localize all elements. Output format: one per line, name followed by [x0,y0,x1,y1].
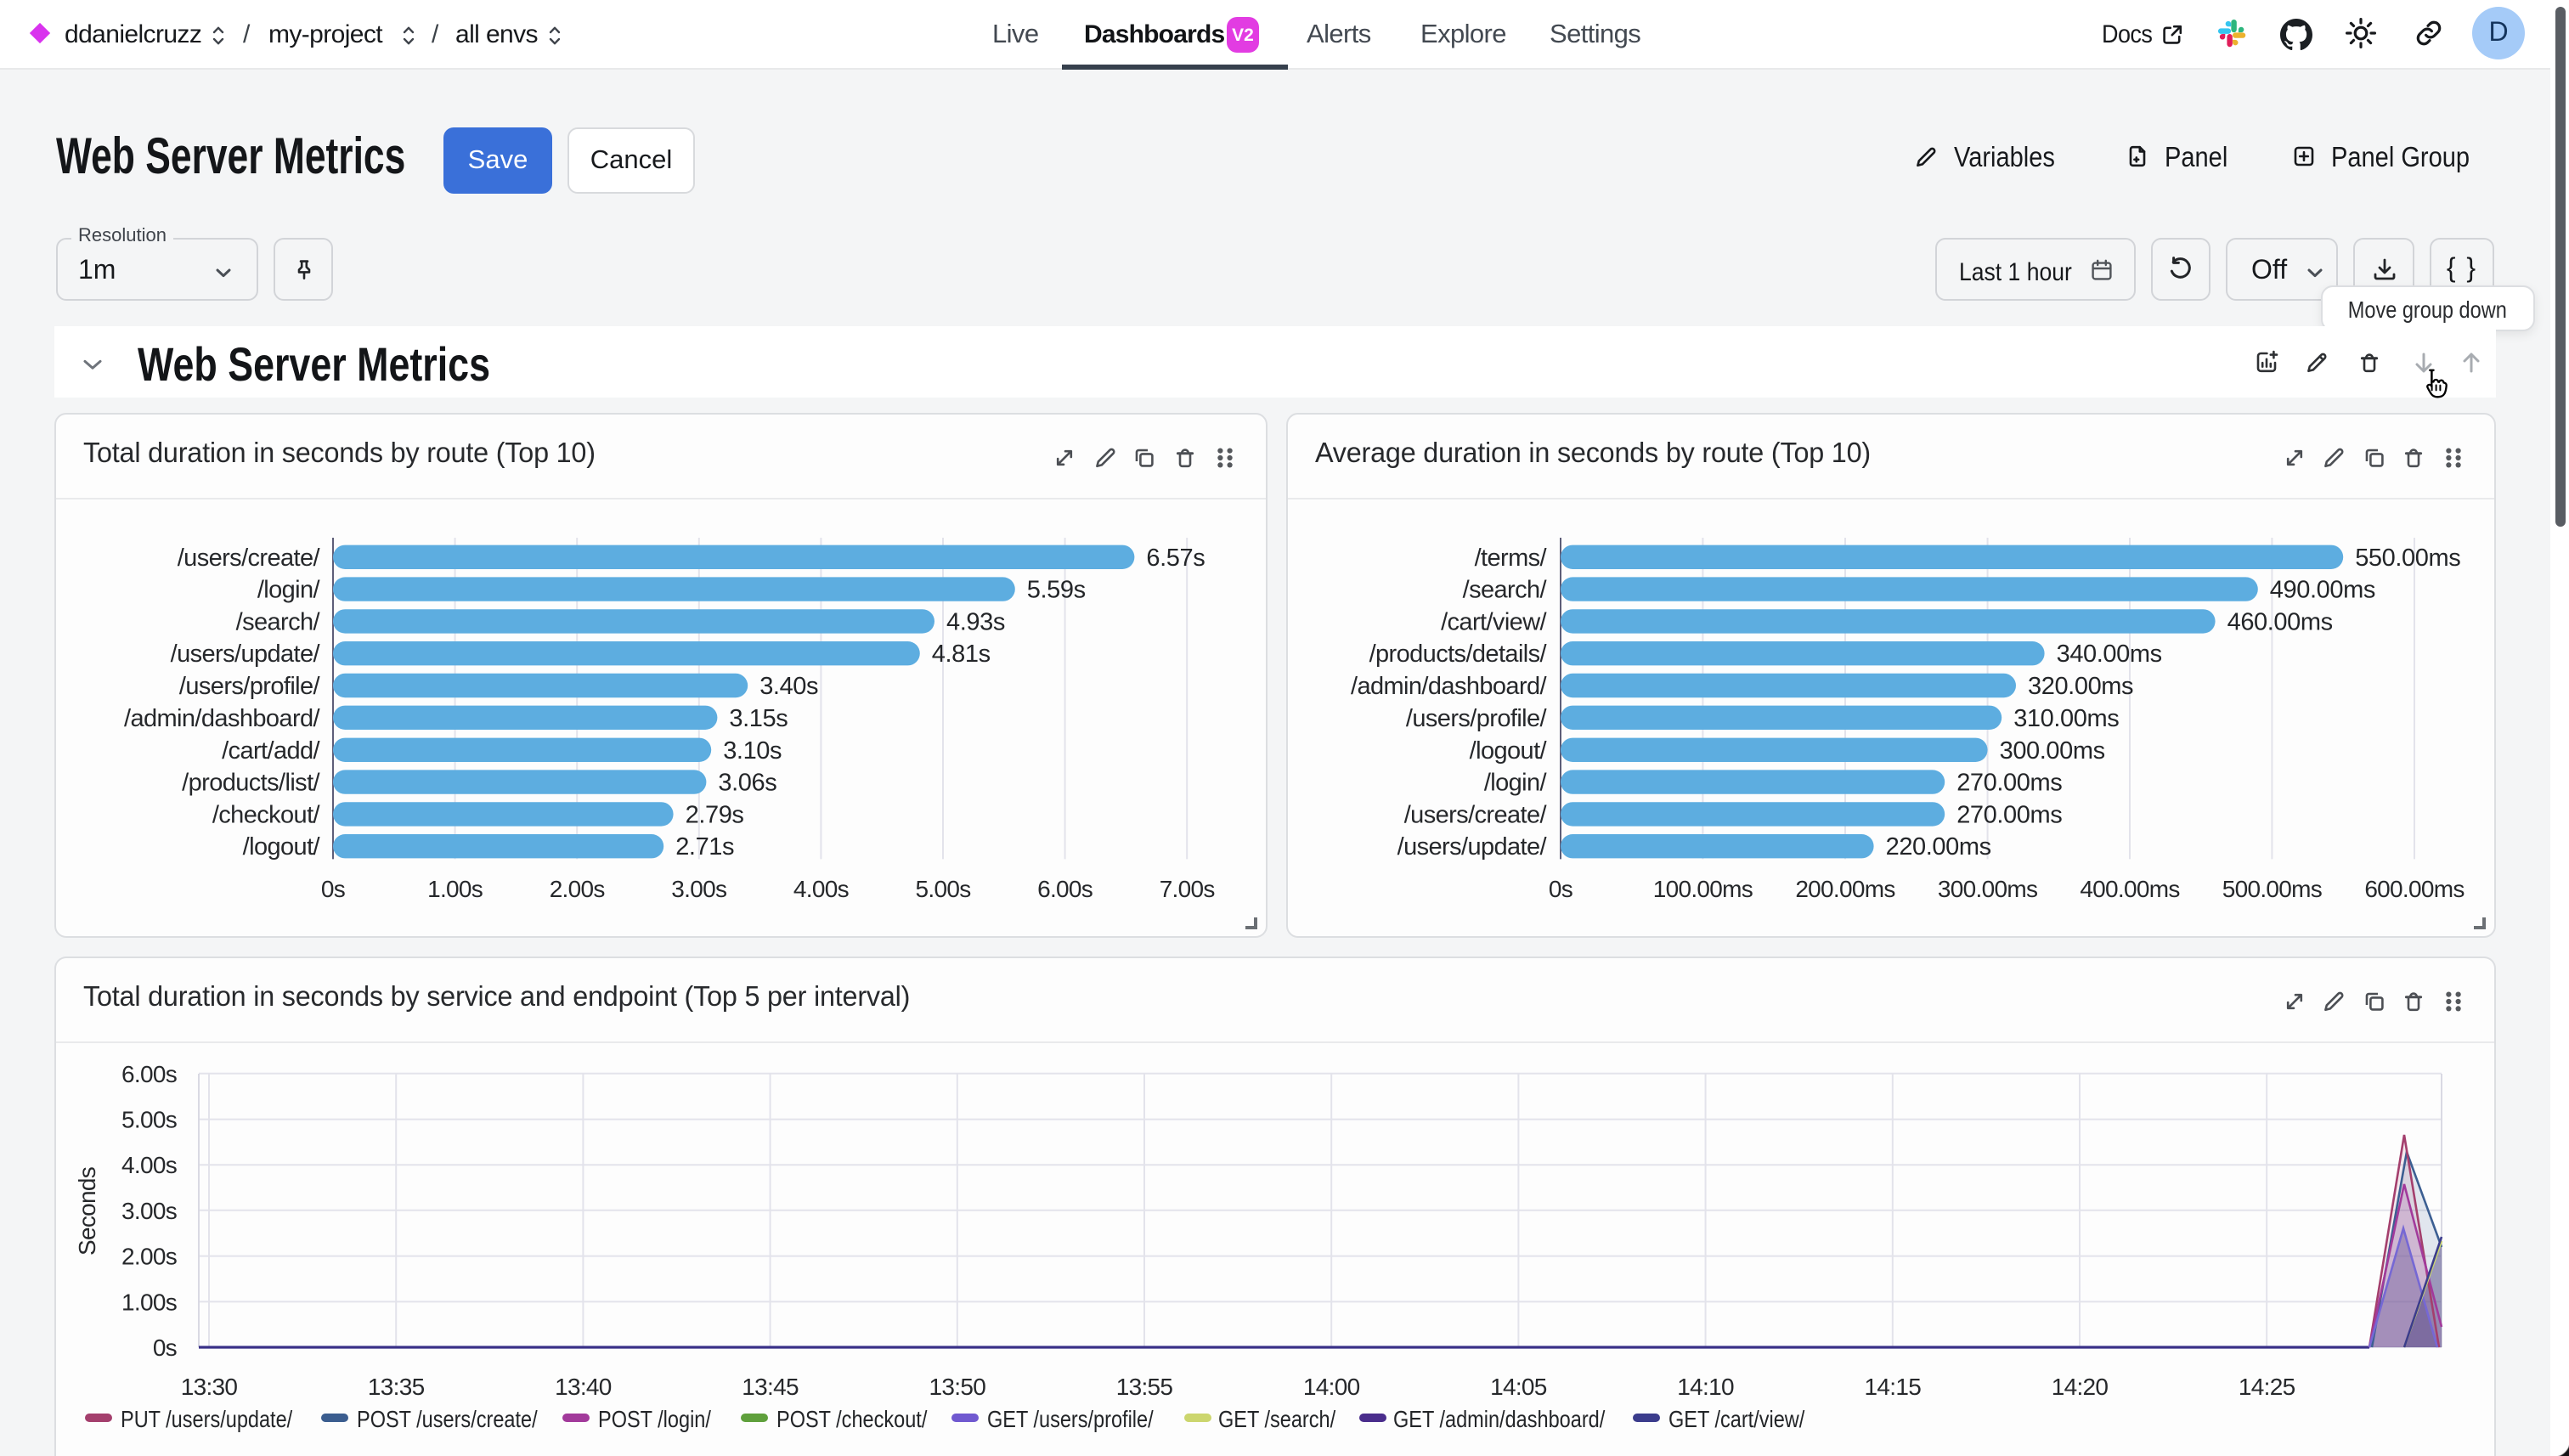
svg-text:/products/details/: /products/details/ [1369,641,1548,668]
svg-text:/logout/: /logout/ [1470,737,1548,765]
svg-text:220.00ms: 220.00ms [1886,833,1991,861]
svg-text:13:45: 13:45 [742,1374,799,1400]
svg-text:4.93s: 4.93s [946,608,1005,635]
svg-text:6.00s: 6.00s [121,1061,177,1087]
svg-text:300.00ms: 300.00ms [1938,876,2037,902]
svg-text:/logout/: /logout/ [243,833,321,861]
svg-text:200.00ms: 200.00ms [1795,876,1894,902]
svg-text:3.15s: 3.15s [729,705,788,732]
svg-text:/users/profile/: /users/profile/ [1406,705,1548,732]
svg-text:320.00ms: 320.00ms [2028,673,2133,700]
svg-text:/admin/dashboard/: /admin/dashboard/ [1351,673,1548,700]
svg-text:460.00ms: 460.00ms [2227,608,2333,635]
svg-text:2.71s: 2.71s [675,833,734,861]
svg-text:3.40s: 3.40s [759,673,818,700]
svg-text:14:25: 14:25 [2239,1374,2295,1400]
svg-text:300.00ms: 300.00ms [2000,737,2105,765]
svg-text:4.81s: 4.81s [932,641,991,668]
svg-text:6.00s: 6.00s [1037,876,1093,902]
svg-text:5.59s: 5.59s [1027,577,1086,604]
svg-text:310.00ms: 310.00ms [2013,705,2119,732]
svg-text:/users/update/: /users/update/ [171,641,321,668]
svg-text:/terms/: /terms/ [1475,545,1548,572]
svg-text:3.00s: 3.00s [121,1198,177,1224]
svg-text:13:40: 13:40 [555,1374,612,1400]
svg-text:14:20: 14:20 [2052,1374,2109,1400]
svg-text:2.00s: 2.00s [550,876,605,902]
svg-text:270.00ms: 270.00ms [1956,770,2062,797]
svg-text:490.00ms: 490.00ms [2270,577,2375,604]
svg-text:500.00ms: 500.00ms [2222,876,2322,902]
svg-text:14:15: 14:15 [1865,1374,1922,1400]
svg-text:/cart/view/: /cart/view/ [1441,608,1547,635]
svg-text:550.00ms: 550.00ms [2355,545,2460,572]
svg-text:0s: 0s [321,876,345,902]
svg-text:5.00s: 5.00s [916,876,971,902]
svg-text:340.00ms: 340.00ms [2057,641,2162,668]
svg-text:270.00ms: 270.00ms [1956,801,2062,828]
svg-text:/users/update/: /users/update/ [1397,833,1548,861]
svg-text:/users/create/: /users/create/ [178,545,321,572]
svg-text:0s: 0s [1549,876,1572,902]
svg-text:/checkout/: /checkout/ [212,801,321,828]
svg-text:/users/create/: /users/create/ [1404,801,1548,828]
svg-text:2.00s: 2.00s [121,1244,177,1270]
svg-text:1.00s: 1.00s [427,876,483,902]
svg-text:4.00s: 4.00s [793,876,849,902]
svg-text:0s: 0s [153,1335,177,1361]
svg-text:7.00s: 7.00s [1160,876,1215,902]
svg-text:14:10: 14:10 [1677,1374,1734,1400]
svg-text:/login/: /login/ [1484,770,1548,797]
svg-text:14:00: 14:00 [1303,1374,1360,1400]
svg-text:/users/profile/: /users/profile/ [179,673,321,700]
svg-text:3.10s: 3.10s [723,737,782,765]
svg-text:400.00ms: 400.00ms [2080,876,2179,902]
svg-text:600.00ms: 600.00ms [2364,876,2464,902]
svg-text:1.00s: 1.00s [121,1289,177,1315]
svg-text:3.06s: 3.06s [718,770,776,797]
svg-text:13:50: 13:50 [929,1374,986,1400]
svg-text:Seconds: Seconds [74,1167,100,1256]
svg-text:/search/: /search/ [1463,577,1548,604]
svg-text:13:55: 13:55 [1116,1374,1173,1400]
svg-text:/login/: /login/ [257,577,321,604]
svg-text:13:35: 13:35 [368,1374,425,1400]
svg-text:6.57s: 6.57s [1146,545,1205,572]
svg-text:3.00s: 3.00s [671,876,726,902]
svg-text:5.00s: 5.00s [121,1107,177,1133]
svg-text:13:30: 13:30 [181,1374,238,1400]
svg-text:/search/: /search/ [236,608,321,635]
svg-text:/products/list/: /products/list/ [182,770,320,797]
svg-text:/admin/dashboard/: /admin/dashboard/ [124,705,321,732]
svg-text:4.00s: 4.00s [121,1152,177,1178]
svg-text:/cart/add/: /cart/add/ [222,737,320,765]
svg-text:14:05: 14:05 [1490,1374,1547,1400]
svg-text:100.00ms: 100.00ms [1653,876,1753,902]
svg-text:2.79s: 2.79s [686,801,744,828]
